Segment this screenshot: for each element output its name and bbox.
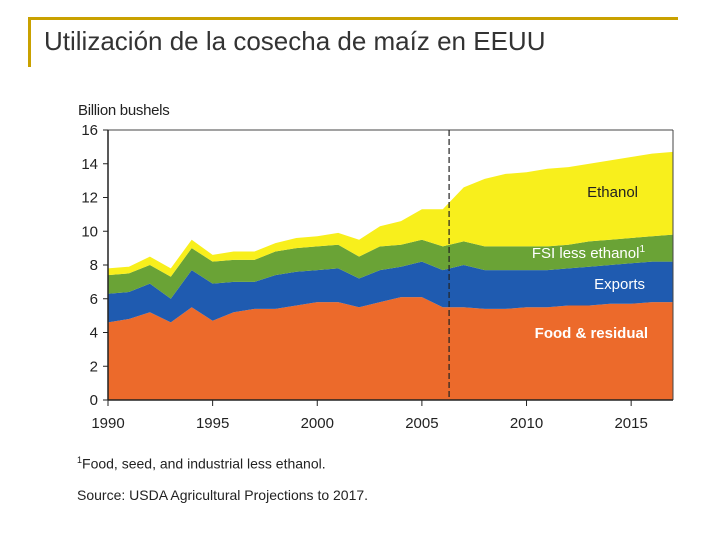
x-tick-label: 1995	[196, 415, 229, 432]
y-tick-label: 6	[90, 291, 98, 308]
area-ethanol	[108, 151, 673, 277]
area-exports	[108, 261, 673, 323]
x-tick-label: 2010	[510, 415, 543, 432]
footnote-text: Food, seed, and industrial less ethanol.	[82, 455, 326, 472]
title-rule-top	[30, 17, 678, 20]
x-tick-label: 2000	[301, 415, 334, 432]
series-label-exports: Exports	[594, 276, 645, 293]
title-rule-left	[28, 17, 31, 67]
footnote-marker: 1	[77, 455, 83, 465]
chart-source: Source: USDA Agricultural Projections to…	[77, 487, 369, 503]
y-tick-label: 2	[90, 358, 98, 375]
y-tick-label: 8	[90, 257, 98, 274]
area-food	[108, 297, 673, 400]
x-tick-label: 2015	[614, 415, 647, 432]
series-label-ethanol: Ethanol	[587, 184, 638, 201]
area-series-group	[108, 151, 673, 400]
series-label-superscript: 1	[639, 244, 645, 255]
y-tick-label: 12	[81, 190, 98, 207]
x-tick-label: 1990	[91, 415, 124, 432]
series-label-fsi: FSI less ethanol1	[532, 244, 646, 262]
area-fsi	[108, 234, 673, 299]
y-tick-label: 14	[81, 156, 98, 173]
y-tick-label: 0	[90, 392, 98, 409]
series-label-food: Food & residual	[535, 325, 648, 342]
y-tick-label: 4	[90, 325, 98, 342]
y-tick-label: 16	[81, 122, 98, 139]
chart-footnote: 1Food, seed, and industrial less ethanol…	[77, 455, 326, 472]
y-tick-label: 10	[81, 223, 98, 240]
y-axis-label: Billion bushels	[78, 102, 169, 119]
slide-title: Utilización de la cosecha de maíz en EEU…	[44, 26, 546, 56]
x-tick-label: 2005	[405, 415, 438, 432]
